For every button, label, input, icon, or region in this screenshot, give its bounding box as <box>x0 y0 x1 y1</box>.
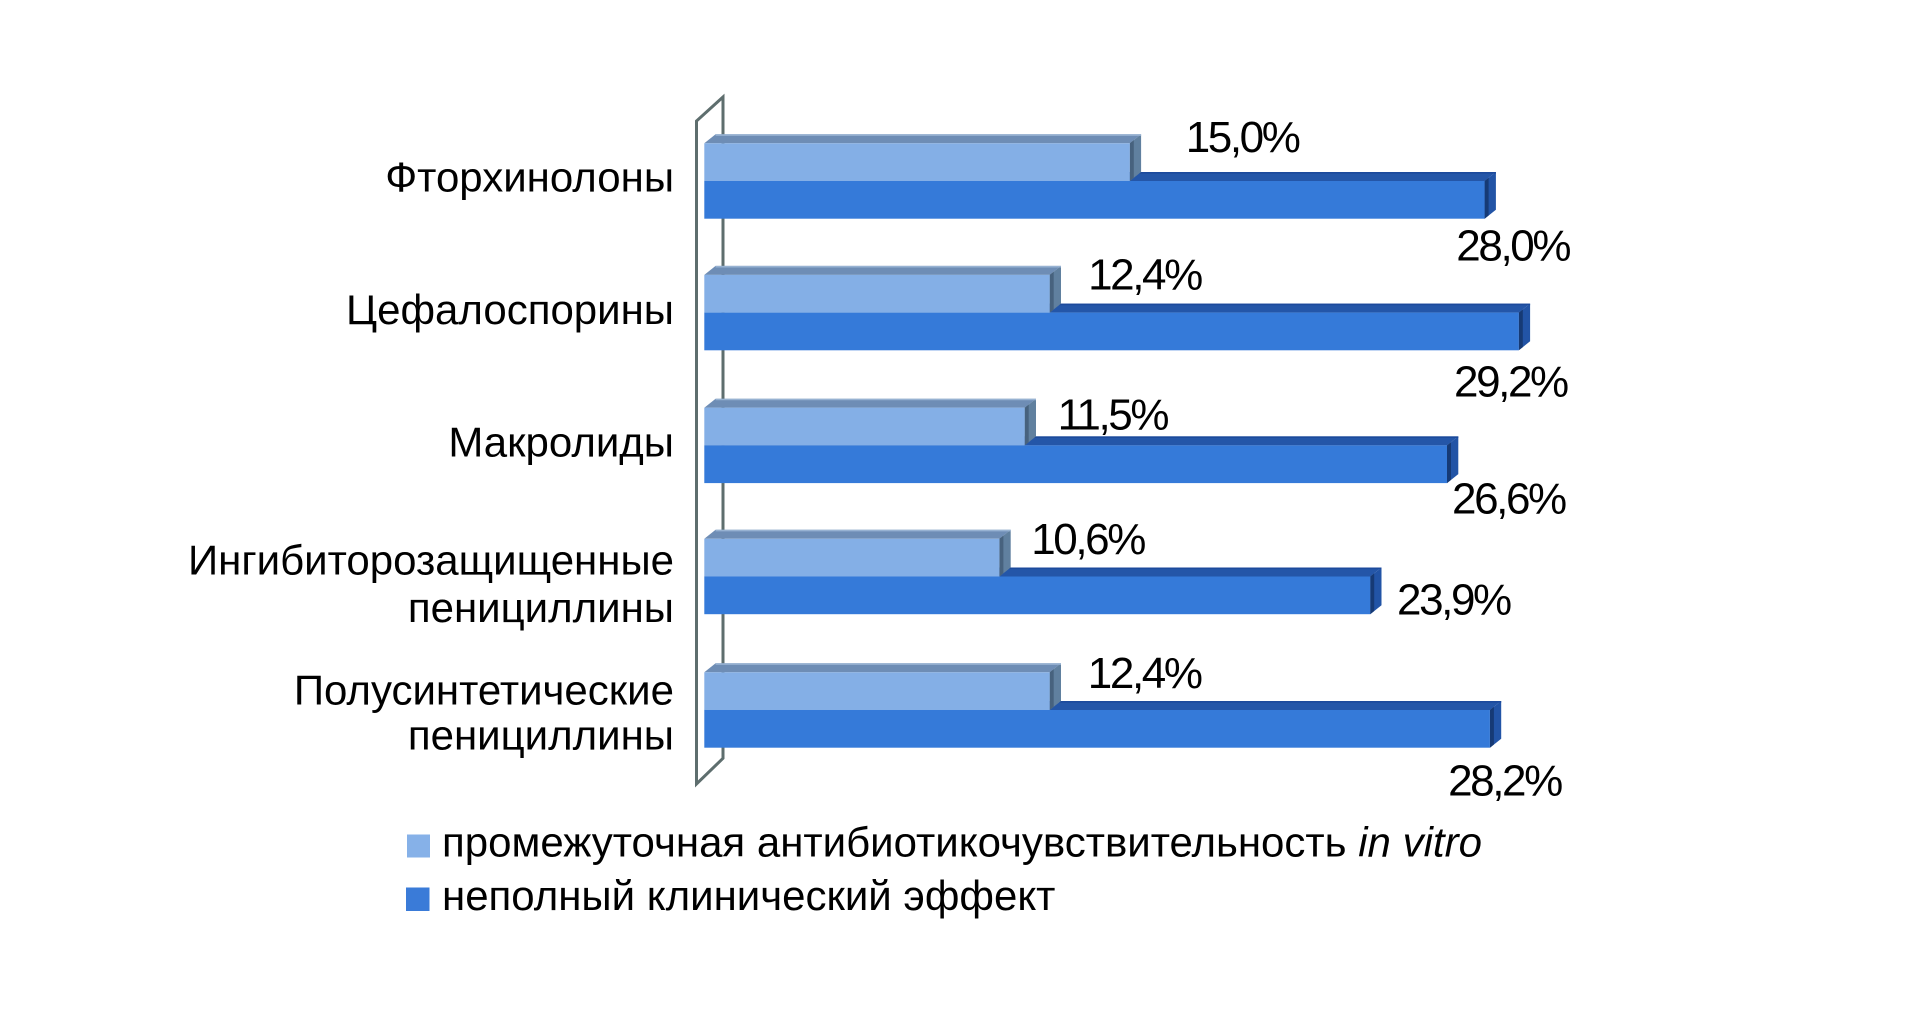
svg-text:Ингибиторозащищенные: Ингибиторозащищенные <box>188 536 674 583</box>
svg-text:26,6%: 26,6% <box>1452 474 1566 523</box>
svg-text:неполный клинический эффект: неполный клинический эффект <box>442 872 1055 919</box>
svg-text:29,2%: 29,2% <box>1454 358 1568 407</box>
svg-text:пенициллины: пенициллины <box>408 584 674 631</box>
svg-text:10,6%: 10,6% <box>1031 515 1145 564</box>
svg-text:23,9%: 23,9% <box>1397 576 1511 625</box>
svg-text:Фторхинолоны: Фторхинолоны <box>385 153 674 200</box>
svg-text:Полусинтетические: Полусинтетические <box>294 667 674 714</box>
svg-text:промежуточная антибиотикочувст: промежуточная антибиотикочувствительност… <box>442 819 1482 866</box>
svg-text:15,0%: 15,0% <box>1186 113 1300 162</box>
svg-text:28,2%: 28,2% <box>1448 756 1562 805</box>
svg-text:12,4%: 12,4% <box>1088 649 1202 698</box>
svg-text:12,4%: 12,4% <box>1088 250 1202 299</box>
svg-text:Макролиды: Макролиды <box>448 419 674 466</box>
svg-text:11,5%: 11,5% <box>1058 390 1169 439</box>
svg-text:Цефалоспорины: Цефалоспорины <box>346 286 674 333</box>
svg-text:пенициллины: пенициллины <box>408 711 674 758</box>
svg-text:28,0%: 28,0% <box>1456 222 1570 271</box>
